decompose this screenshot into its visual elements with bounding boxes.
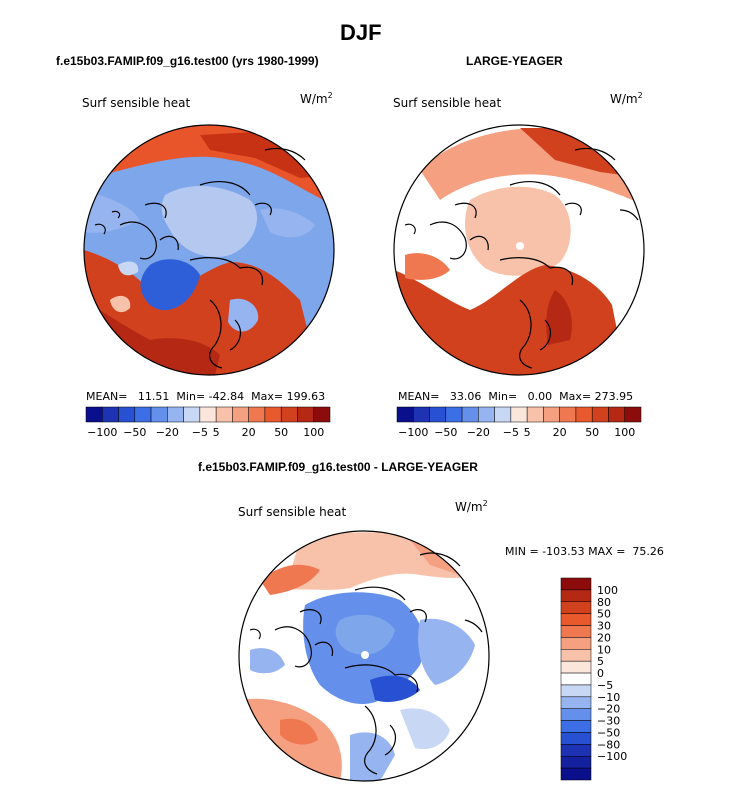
colorbar-tick-label: −5 <box>503 426 519 439</box>
colorbar-swatch <box>560 613 592 626</box>
panel-2-variable-label: Surf sensible heat <box>393 96 502 110</box>
colorbar-swatch <box>559 406 577 423</box>
colorbar-tick-label: −5 <box>192 426 208 439</box>
colorbar-swatch <box>264 406 282 423</box>
panel-2-map <box>393 124 645 376</box>
colorbar-swatch <box>526 406 544 423</box>
colorbar-swatch <box>560 672 592 686</box>
colorbar-tick-label: −100 <box>597 750 627 763</box>
colorbar-tick-label: 10 <box>597 643 611 656</box>
panel-3-units: W/m2 <box>455 499 488 514</box>
colorbar-tick-label: 5 <box>597 655 604 668</box>
panel-2-colorbar: −100 −50 −20 −5 5 20 50 100 <box>396 406 642 439</box>
colorbar-swatch <box>560 767 592 781</box>
colorbar-tick-label: 0 <box>597 667 604 680</box>
colorbar-swatch <box>461 406 479 423</box>
colorbar-swatch <box>560 649 592 662</box>
colorbar-tick-label: 20 <box>597 631 611 644</box>
colorbar-tick-label: 50 <box>597 608 611 621</box>
colorbar-swatch <box>85 406 103 423</box>
colorbar-tick-label: −20 <box>156 426 179 439</box>
colorbar-swatch <box>494 406 512 423</box>
colorbar-tick-label: 5 <box>213 426 220 439</box>
panel-2-header: LARGE-YEAGER <box>466 54 563 68</box>
colorbar-swatch <box>560 720 592 733</box>
colorbar-swatch <box>560 708 592 721</box>
colorbar-swatch <box>575 406 593 423</box>
colorbar-swatch <box>560 625 592 638</box>
colorbar-swatch <box>591 406 609 423</box>
panel-3-stats: MIN = -103.53 MAX = 75.26 <box>505 545 664 558</box>
panel-1-map <box>83 124 335 376</box>
colorbar-tick-label: 5 <box>524 426 531 439</box>
colorbar-tick-label: 80 <box>597 596 611 609</box>
colorbar-swatch <box>560 696 592 709</box>
colorbar-swatch <box>280 406 298 423</box>
colorbar-swatch <box>510 406 528 423</box>
colorbar-tick-label: 100 <box>597 584 618 597</box>
colorbar-tick-label: −10 <box>597 691 620 704</box>
colorbar-swatch <box>396 406 414 423</box>
colorbar-swatch <box>560 637 592 650</box>
colorbar-tick-label: 100 <box>303 426 324 439</box>
colorbar-swatch <box>560 601 592 614</box>
panel-2-units: W/m2 <box>610 91 643 106</box>
colorbar-tick-label: −30 <box>597 715 620 728</box>
colorbar-swatch <box>199 406 217 423</box>
colorbar-tick-label: −20 <box>467 426 490 439</box>
colorbar-tick-label: −50 <box>434 426 457 439</box>
colorbar-swatch <box>560 684 592 698</box>
panel-1-variable-label: Surf sensible heat <box>82 96 191 110</box>
colorbar-tick-label: 30 <box>597 620 611 633</box>
panel-3-variable-label: Surf sensible heat <box>238 505 347 519</box>
colorbar-swatch <box>118 406 136 423</box>
colorbar-swatch <box>215 406 233 423</box>
panel-1-colorbar: −100 −50 −20 −5 5 20 50 100 <box>85 406 331 439</box>
colorbar-tick-label: −80 <box>597 738 620 751</box>
colorbar-swatch <box>560 744 592 757</box>
colorbar-swatch <box>478 406 495 423</box>
colorbar-swatch <box>608 406 625 423</box>
colorbar-swatch <box>543 406 560 423</box>
colorbar-swatch <box>429 406 447 423</box>
colorbar-swatch <box>134 406 152 423</box>
colorbar-swatch <box>560 589 592 603</box>
colorbar-tick-label: 20 <box>242 426 256 439</box>
panel-1-units: W/m2 <box>300 91 333 106</box>
colorbar-swatch <box>560 577 592 591</box>
panel-3-map <box>238 530 490 782</box>
colorbar-tick-label: 20 <box>553 426 567 439</box>
colorbar-swatch <box>232 406 249 423</box>
colorbar-tick-label: −100 <box>398 426 428 439</box>
colorbar-swatch <box>183 406 201 423</box>
colorbar-tick-label: 50 <box>274 426 288 439</box>
colorbar-tick-label: −100 <box>87 426 117 439</box>
colorbar-swatch <box>150 406 168 423</box>
colorbar-tick-label: −20 <box>597 703 620 716</box>
colorbar-tick-label: 50 <box>585 426 599 439</box>
colorbar-swatch <box>297 406 314 423</box>
colorbar-swatch <box>560 755 592 769</box>
colorbar-swatch <box>560 732 592 745</box>
colorbar-swatch <box>102 406 119 423</box>
colorbar-swatch <box>313 406 331 423</box>
colorbar-tick-label: 100 <box>614 426 635 439</box>
colorbar-swatch <box>624 406 642 423</box>
colorbar-tick-label: −50 <box>597 726 620 739</box>
colorbar-swatch <box>248 406 266 423</box>
colorbar-swatch <box>560 660 592 674</box>
colorbar-swatch <box>167 406 184 423</box>
panel-3-header: f.e15b03.FAMIP.f09_g16.test00 - LARGE-YE… <box>198 460 478 474</box>
colorbar-swatch <box>413 406 430 423</box>
colorbar-tick-label: −5 <box>597 679 613 692</box>
colorbar-tick-label: −50 <box>123 426 146 439</box>
panel-1-stats: MEAN= 11.51 Min= -42.84 Max= 199.63 <box>86 390 326 403</box>
panel-2-stats: MEAN= 33.06 Min= 0.00 Max= 273.95 <box>398 390 634 403</box>
figure-title: DJF <box>340 20 382 45</box>
panel-1-header: f.e15b03.FAMIP.f09_g16.test00 (yrs 1980-… <box>56 54 319 68</box>
colorbar-swatch <box>445 406 463 423</box>
